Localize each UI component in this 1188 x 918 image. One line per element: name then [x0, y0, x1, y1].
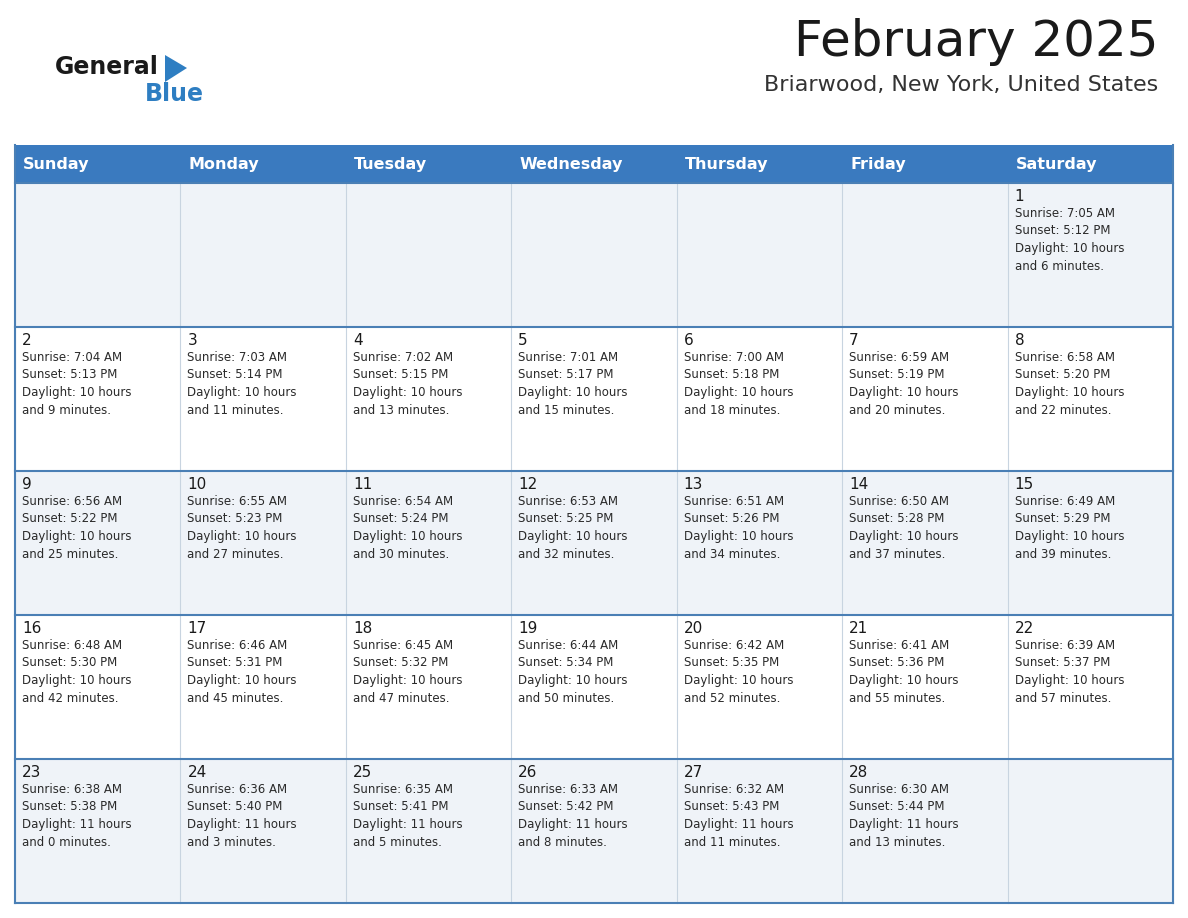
- Text: 20: 20: [684, 621, 703, 636]
- Text: 12: 12: [518, 477, 537, 492]
- Text: Sunrise: 7:04 AM
Sunset: 5:13 PM
Daylight: 10 hours
and 9 minutes.: Sunrise: 7:04 AM Sunset: 5:13 PM Dayligh…: [23, 351, 132, 417]
- Text: 27: 27: [684, 765, 703, 780]
- Text: Sunrise: 7:05 AM
Sunset: 5:12 PM
Daylight: 10 hours
and 6 minutes.: Sunrise: 7:05 AM Sunset: 5:12 PM Dayligh…: [1015, 207, 1124, 273]
- Text: 19: 19: [518, 621, 538, 636]
- Text: Sunrise: 6:45 AM
Sunset: 5:32 PM
Daylight: 10 hours
and 47 minutes.: Sunrise: 6:45 AM Sunset: 5:32 PM Dayligh…: [353, 639, 462, 704]
- Text: 18: 18: [353, 621, 372, 636]
- Text: 14: 14: [849, 477, 868, 492]
- FancyBboxPatch shape: [1007, 145, 1173, 183]
- Text: Sunrise: 6:39 AM
Sunset: 5:37 PM
Daylight: 10 hours
and 57 minutes.: Sunrise: 6:39 AM Sunset: 5:37 PM Dayligh…: [1015, 639, 1124, 704]
- Text: 25: 25: [353, 765, 372, 780]
- Text: Briarwood, New York, United States: Briarwood, New York, United States: [764, 75, 1158, 95]
- FancyBboxPatch shape: [842, 145, 1007, 183]
- Text: 11: 11: [353, 477, 372, 492]
- Text: 22: 22: [1015, 621, 1034, 636]
- Text: Sunrise: 6:54 AM
Sunset: 5:24 PM
Daylight: 10 hours
and 30 minutes.: Sunrise: 6:54 AM Sunset: 5:24 PM Dayligh…: [353, 495, 462, 561]
- Text: Sunrise: 6:48 AM
Sunset: 5:30 PM
Daylight: 10 hours
and 42 minutes.: Sunrise: 6:48 AM Sunset: 5:30 PM Dayligh…: [23, 639, 132, 704]
- Text: 2: 2: [23, 333, 32, 348]
- Text: 8: 8: [1015, 333, 1024, 348]
- Text: 17: 17: [188, 621, 207, 636]
- FancyBboxPatch shape: [511, 145, 677, 183]
- Text: Sunrise: 7:03 AM
Sunset: 5:14 PM
Daylight: 10 hours
and 11 minutes.: Sunrise: 7:03 AM Sunset: 5:14 PM Dayligh…: [188, 351, 297, 417]
- Text: Sunrise: 6:51 AM
Sunset: 5:26 PM
Daylight: 10 hours
and 34 minutes.: Sunrise: 6:51 AM Sunset: 5:26 PM Dayligh…: [684, 495, 794, 561]
- Text: General: General: [55, 55, 159, 79]
- Text: Wednesday: Wednesday: [519, 156, 623, 172]
- Text: Sunrise: 6:53 AM
Sunset: 5:25 PM
Daylight: 10 hours
and 32 minutes.: Sunrise: 6:53 AM Sunset: 5:25 PM Dayligh…: [518, 495, 627, 561]
- Text: Sunrise: 6:58 AM
Sunset: 5:20 PM
Daylight: 10 hours
and 22 minutes.: Sunrise: 6:58 AM Sunset: 5:20 PM Dayligh…: [1015, 351, 1124, 417]
- Text: 16: 16: [23, 621, 42, 636]
- FancyBboxPatch shape: [15, 145, 181, 183]
- Text: 1: 1: [1015, 189, 1024, 204]
- FancyBboxPatch shape: [15, 183, 1173, 327]
- Text: Sunrise: 6:50 AM
Sunset: 5:28 PM
Daylight: 10 hours
and 37 minutes.: Sunrise: 6:50 AM Sunset: 5:28 PM Dayligh…: [849, 495, 959, 561]
- Text: 4: 4: [353, 333, 362, 348]
- Text: Sunrise: 6:35 AM
Sunset: 5:41 PM
Daylight: 11 hours
and 5 minutes.: Sunrise: 6:35 AM Sunset: 5:41 PM Dayligh…: [353, 783, 462, 848]
- Text: Sunrise: 6:33 AM
Sunset: 5:42 PM
Daylight: 11 hours
and 8 minutes.: Sunrise: 6:33 AM Sunset: 5:42 PM Dayligh…: [518, 783, 628, 848]
- Text: Sunrise: 6:56 AM
Sunset: 5:22 PM
Daylight: 10 hours
and 25 minutes.: Sunrise: 6:56 AM Sunset: 5:22 PM Dayligh…: [23, 495, 132, 561]
- FancyBboxPatch shape: [677, 145, 842, 183]
- Text: Sunrise: 7:02 AM
Sunset: 5:15 PM
Daylight: 10 hours
and 13 minutes.: Sunrise: 7:02 AM Sunset: 5:15 PM Dayligh…: [353, 351, 462, 417]
- Text: 15: 15: [1015, 477, 1034, 492]
- Text: Sunrise: 6:30 AM
Sunset: 5:44 PM
Daylight: 11 hours
and 13 minutes.: Sunrise: 6:30 AM Sunset: 5:44 PM Dayligh…: [849, 783, 959, 848]
- Text: 9: 9: [23, 477, 32, 492]
- Text: Sunrise: 6:41 AM
Sunset: 5:36 PM
Daylight: 10 hours
and 55 minutes.: Sunrise: 6:41 AM Sunset: 5:36 PM Dayligh…: [849, 639, 959, 704]
- Text: Sunrise: 7:00 AM
Sunset: 5:18 PM
Daylight: 10 hours
and 18 minutes.: Sunrise: 7:00 AM Sunset: 5:18 PM Dayligh…: [684, 351, 794, 417]
- Text: 13: 13: [684, 477, 703, 492]
- Text: Sunrise: 6:49 AM
Sunset: 5:29 PM
Daylight: 10 hours
and 39 minutes.: Sunrise: 6:49 AM Sunset: 5:29 PM Dayligh…: [1015, 495, 1124, 561]
- Text: Friday: Friday: [851, 156, 905, 172]
- Text: Sunrise: 6:44 AM
Sunset: 5:34 PM
Daylight: 10 hours
and 50 minutes.: Sunrise: 6:44 AM Sunset: 5:34 PM Dayligh…: [518, 639, 627, 704]
- Text: Thursday: Thursday: [684, 156, 769, 172]
- Text: 10: 10: [188, 477, 207, 492]
- FancyBboxPatch shape: [346, 145, 511, 183]
- Text: Sunrise: 6:59 AM
Sunset: 5:19 PM
Daylight: 10 hours
and 20 minutes.: Sunrise: 6:59 AM Sunset: 5:19 PM Dayligh…: [849, 351, 959, 417]
- Text: Sunrise: 6:32 AM
Sunset: 5:43 PM
Daylight: 11 hours
and 11 minutes.: Sunrise: 6:32 AM Sunset: 5:43 PM Dayligh…: [684, 783, 794, 848]
- Text: 21: 21: [849, 621, 868, 636]
- Text: Tuesday: Tuesday: [354, 156, 426, 172]
- Text: Sunrise: 7:01 AM
Sunset: 5:17 PM
Daylight: 10 hours
and 15 minutes.: Sunrise: 7:01 AM Sunset: 5:17 PM Dayligh…: [518, 351, 627, 417]
- Text: 3: 3: [188, 333, 197, 348]
- Text: 7: 7: [849, 333, 859, 348]
- Text: 26: 26: [518, 765, 538, 780]
- Text: February 2025: February 2025: [794, 18, 1158, 66]
- Text: Monday: Monday: [189, 156, 259, 172]
- FancyBboxPatch shape: [15, 759, 1173, 903]
- Text: Saturday: Saturday: [1016, 156, 1097, 172]
- Text: 6: 6: [684, 333, 694, 348]
- Text: Sunrise: 6:46 AM
Sunset: 5:31 PM
Daylight: 10 hours
and 45 minutes.: Sunrise: 6:46 AM Sunset: 5:31 PM Dayligh…: [188, 639, 297, 704]
- FancyBboxPatch shape: [181, 145, 346, 183]
- Text: 23: 23: [23, 765, 42, 780]
- FancyBboxPatch shape: [15, 327, 1173, 471]
- Text: Sunrise: 6:42 AM
Sunset: 5:35 PM
Daylight: 10 hours
and 52 minutes.: Sunrise: 6:42 AM Sunset: 5:35 PM Dayligh…: [684, 639, 794, 704]
- Text: Sunrise: 6:38 AM
Sunset: 5:38 PM
Daylight: 11 hours
and 0 minutes.: Sunrise: 6:38 AM Sunset: 5:38 PM Dayligh…: [23, 783, 132, 848]
- Text: Sunrise: 6:36 AM
Sunset: 5:40 PM
Daylight: 11 hours
and 3 minutes.: Sunrise: 6:36 AM Sunset: 5:40 PM Dayligh…: [188, 783, 297, 848]
- FancyBboxPatch shape: [15, 615, 1173, 759]
- Polygon shape: [165, 55, 187, 82]
- Text: 24: 24: [188, 765, 207, 780]
- FancyBboxPatch shape: [15, 471, 1173, 615]
- Text: Sunrise: 6:55 AM
Sunset: 5:23 PM
Daylight: 10 hours
and 27 minutes.: Sunrise: 6:55 AM Sunset: 5:23 PM Dayligh…: [188, 495, 297, 561]
- Text: Sunday: Sunday: [23, 156, 89, 172]
- Text: Blue: Blue: [145, 82, 204, 106]
- Text: 28: 28: [849, 765, 868, 780]
- Text: 5: 5: [518, 333, 527, 348]
